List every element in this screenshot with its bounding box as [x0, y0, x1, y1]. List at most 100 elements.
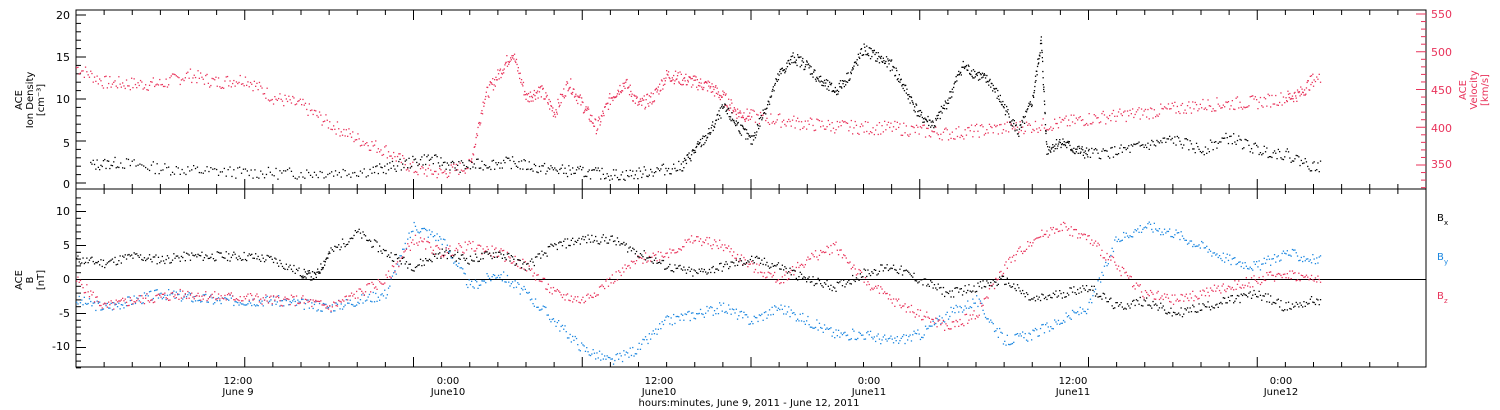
data-point — [251, 294, 253, 297]
data-point — [344, 245, 346, 248]
data-point — [492, 274, 495, 276]
data-point — [1010, 343, 1012, 345]
data-point — [1034, 238, 1037, 240]
data-point — [660, 79, 663, 81]
data-point — [1130, 113, 1132, 115]
data-point — [1183, 300, 1185, 302]
data-point — [1038, 62, 1040, 64]
data-point — [123, 85, 125, 87]
data-point — [207, 82, 209, 84]
data-point — [1238, 280, 1240, 282]
data-point — [566, 175, 569, 178]
data-point — [763, 311, 766, 314]
data-point — [1052, 127, 1054, 130]
data-point — [1272, 258, 1274, 260]
data-point — [852, 266, 854, 268]
data-point — [600, 121, 602, 123]
data-point — [663, 77, 665, 80]
data-point — [1080, 312, 1083, 314]
data-point — [280, 304, 282, 307]
data-point — [505, 281, 507, 283]
data-point — [483, 280, 486, 282]
data-point — [908, 96, 911, 98]
data-point — [915, 124, 918, 126]
data-point — [713, 88, 715, 91]
data-point — [653, 100, 656, 102]
data-point — [601, 167, 603, 170]
data-point — [481, 160, 483, 162]
data-point — [588, 297, 590, 299]
data-point — [1240, 106, 1242, 108]
data-point — [1287, 254, 1290, 256]
data-point — [114, 80, 116, 82]
data-point — [1306, 81, 1308, 84]
data-point — [297, 269, 299, 272]
data-point — [481, 280, 483, 282]
data-point — [486, 273, 488, 275]
data-point — [855, 61, 857, 63]
data-point — [983, 298, 985, 300]
data-point — [629, 267, 631, 269]
data-point — [1024, 333, 1026, 335]
data-point — [632, 100, 634, 102]
data-point — [263, 93, 266, 95]
data-point — [754, 121, 757, 123]
data-point — [216, 168, 218, 171]
data-point — [1112, 250, 1115, 253]
data-point — [387, 169, 390, 171]
data-point — [628, 175, 630, 178]
data-point — [1011, 120, 1013, 122]
data-point — [591, 296, 593, 298]
data-point — [229, 80, 231, 82]
data-point — [364, 291, 367, 293]
data-point — [459, 171, 461, 173]
data-point — [818, 322, 821, 324]
data-point — [664, 80, 666, 82]
data-point — [482, 280, 484, 282]
data-point — [960, 74, 962, 76]
data-point — [1285, 277, 1287, 279]
data-point — [297, 100, 299, 103]
data-point — [1252, 152, 1254, 154]
data-point — [606, 102, 608, 105]
data-point — [691, 150, 693, 152]
data-point — [493, 84, 495, 86]
data-point — [1184, 109, 1186, 111]
data-point — [159, 262, 161, 264]
data-point — [1273, 254, 1276, 256]
data-point — [531, 298, 533, 300]
data-point — [873, 287, 875, 289]
data-point — [693, 152, 695, 154]
data-point — [870, 48, 872, 50]
data-point — [682, 314, 684, 316]
data-point — [253, 257, 255, 259]
data-point — [1135, 143, 1138, 145]
data-point — [1031, 105, 1033, 108]
data-point — [621, 90, 623, 92]
data-point — [723, 106, 725, 108]
data-point — [377, 148, 379, 150]
data-point — [322, 121, 324, 123]
data-point — [826, 245, 828, 247]
data-point — [976, 74, 978, 77]
data-point — [851, 69, 853, 71]
data-point — [216, 298, 218, 300]
data-point — [927, 127, 929, 130]
data-point — [1157, 230, 1159, 232]
data-point — [802, 127, 804, 129]
data-point — [638, 342, 640, 344]
data-point — [202, 78, 204, 80]
data-point — [399, 158, 401, 160]
data-point — [574, 296, 576, 298]
data-point — [129, 255, 131, 257]
data-point — [555, 109, 557, 111]
data-point — [629, 84, 631, 86]
data-point — [1140, 231, 1143, 233]
data-point — [981, 77, 983, 79]
data-point — [1217, 103, 1219, 105]
data-point — [917, 329, 919, 331]
data-point — [772, 274, 774, 277]
data-point — [311, 279, 313, 281]
data-point — [607, 356, 610, 359]
data-point — [703, 242, 705, 244]
